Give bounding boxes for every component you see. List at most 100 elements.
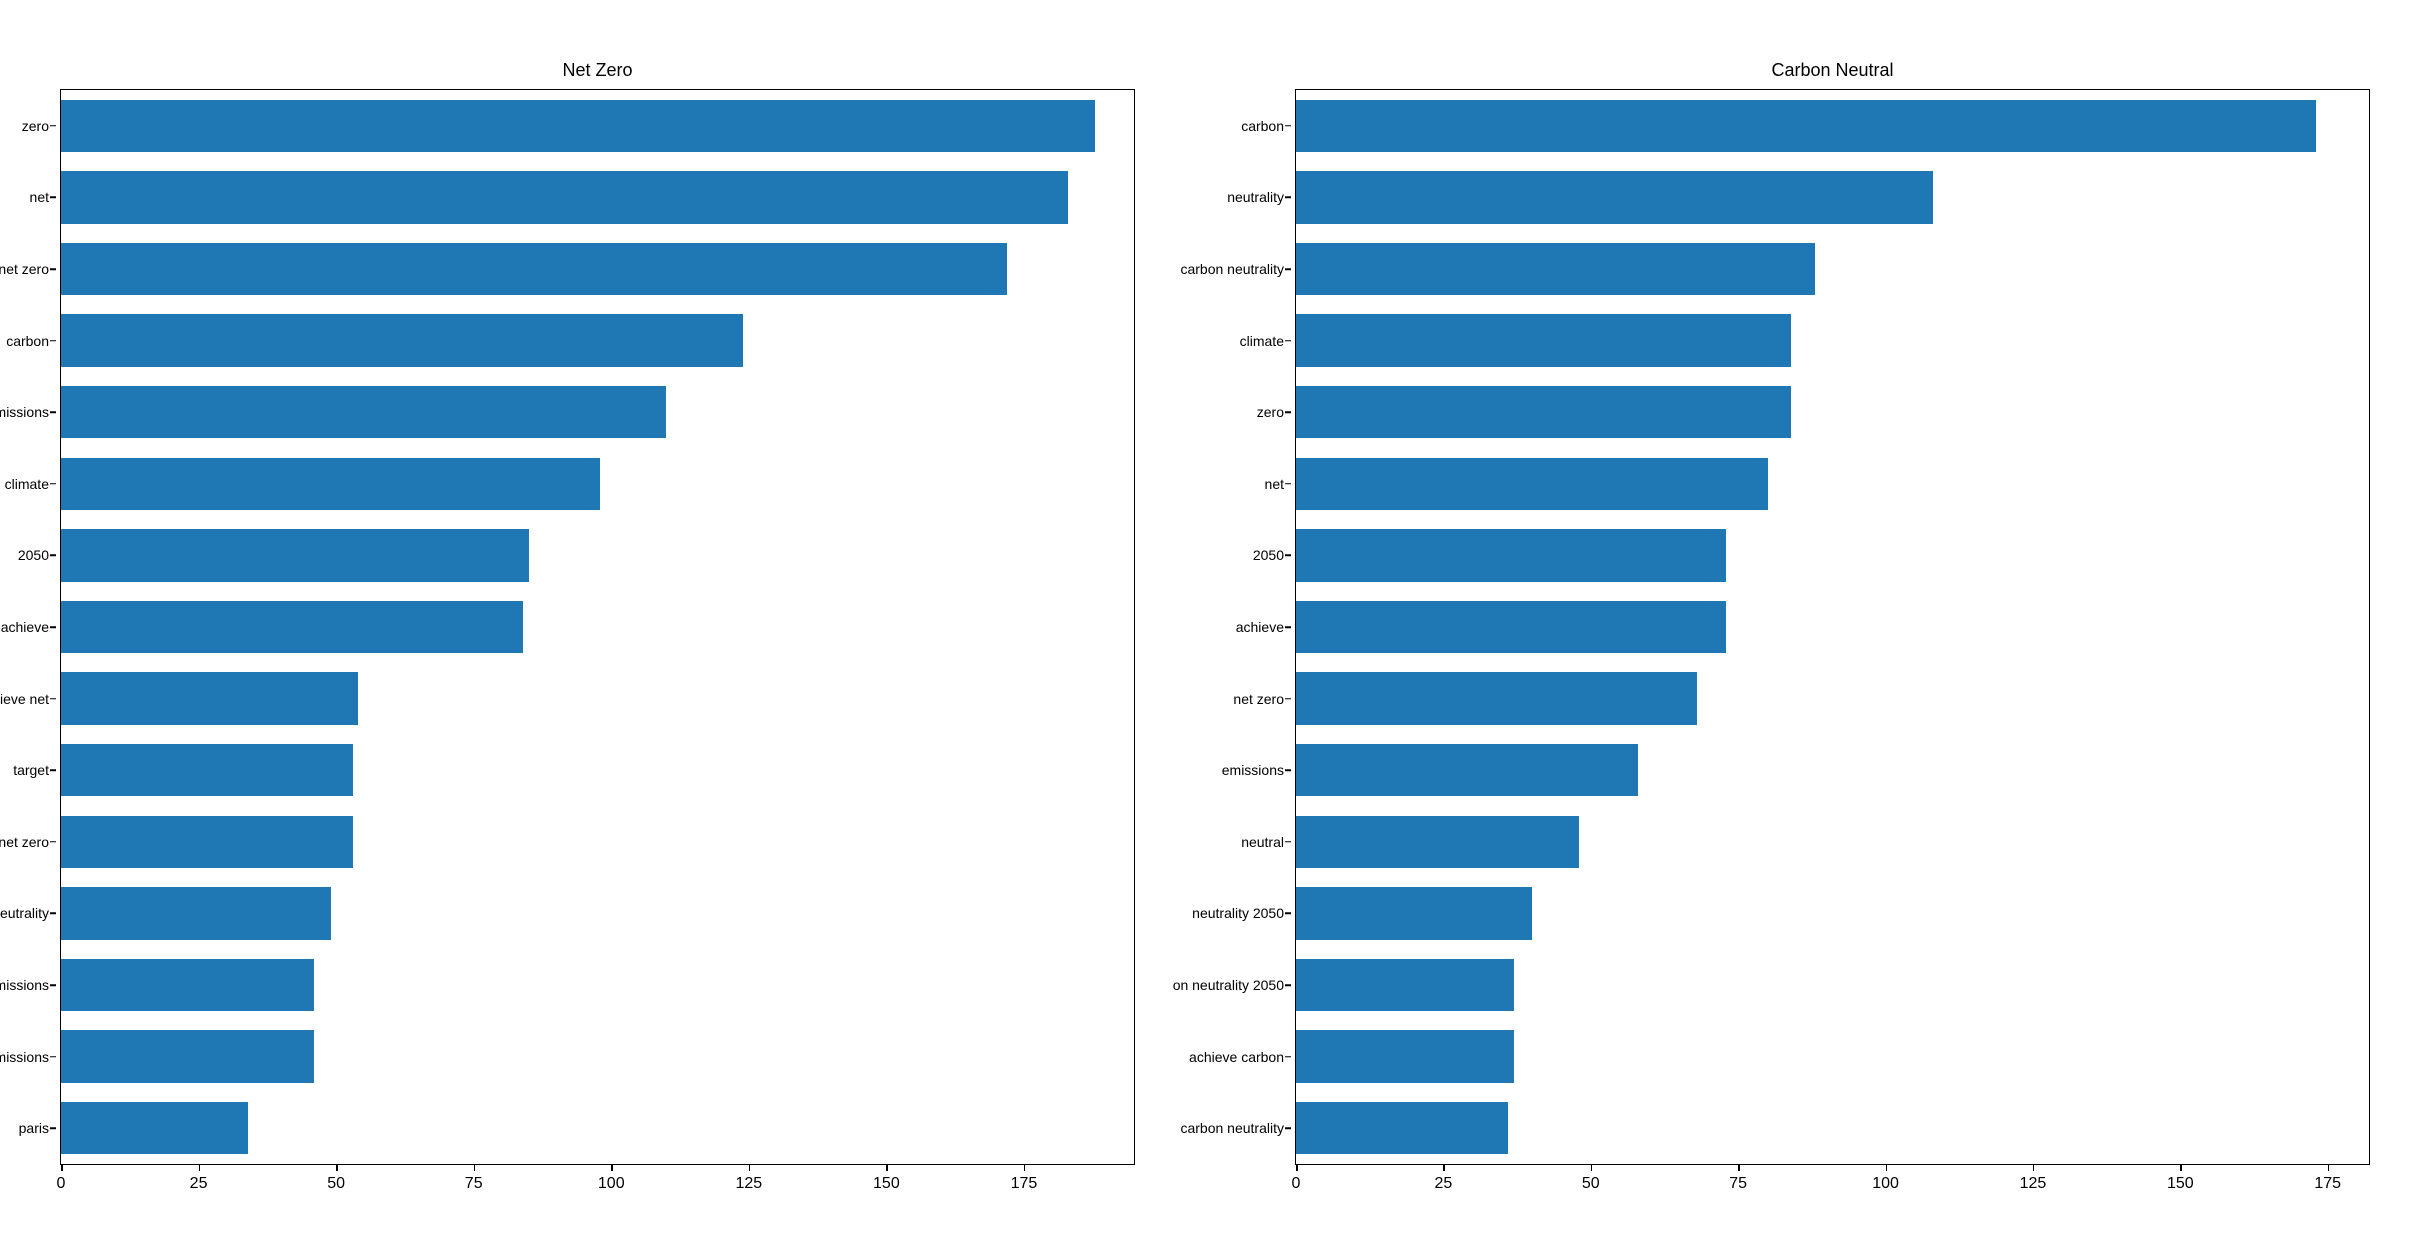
bar [61, 672, 358, 724]
bar [1296, 959, 1514, 1011]
chart-panel-left: Net Zero zeronetnet zerocarbonemissionsc… [60, 60, 1135, 1165]
y-label: emissions [0, 404, 49, 420]
bar [1296, 529, 1726, 581]
x-tick [1296, 1165, 1298, 1171]
x-tick [1024, 1165, 1026, 1171]
y-tick [50, 483, 56, 485]
chart-title-left: Net Zero [60, 60, 1135, 81]
y-label: zero [22, 118, 49, 134]
y-label: climate [5, 476, 49, 492]
x-label: 175 [2314, 1175, 2341, 1193]
y-label: 2050 [1253, 547, 1284, 563]
chart-panel-right: Carbon Neutral carbonneutralitycarbon ne… [1295, 60, 2370, 1165]
y-tick [1285, 984, 1291, 986]
y-tick [50, 411, 56, 413]
y-tick [1285, 1127, 1291, 1129]
y-label: target [13, 762, 49, 778]
bar [61, 1102, 248, 1154]
chart-title-right: Carbon Neutral [1295, 60, 2370, 81]
y-tick [1285, 340, 1291, 342]
bar [61, 744, 353, 796]
bar [1296, 171, 1933, 223]
y-tick [1285, 555, 1291, 557]
x-label: 150 [2167, 1175, 2194, 1193]
y-label: 2050 [18, 547, 49, 563]
bar [1296, 816, 1579, 868]
y-tick [1285, 626, 1291, 628]
y-label: neutrality 2050 [1192, 905, 1284, 921]
x-label: 75 [1729, 1175, 1747, 1193]
x-label: 150 [873, 1175, 900, 1193]
x-label: 125 [735, 1175, 762, 1193]
y-tick [1285, 125, 1291, 127]
y-label: neutrality [0, 905, 49, 921]
y-tick [50, 1056, 56, 1058]
y-tick [50, 698, 56, 700]
bar [61, 601, 523, 653]
bar [61, 100, 1095, 152]
bar [1296, 100, 2316, 152]
y-tick [1285, 841, 1291, 843]
bar [1296, 1102, 1508, 1154]
bar [61, 887, 331, 939]
y-tick [50, 769, 56, 771]
y-label: carbon neutrality [1180, 1120, 1284, 1136]
bar [1296, 1030, 1514, 1082]
x-label: 0 [57, 1175, 66, 1193]
plot-area-left: zeronetnet zerocarbonemissionsclimate205… [60, 89, 1135, 1165]
y-label: climate [1240, 333, 1284, 349]
bar [1296, 314, 1791, 366]
y-label: achieve [1, 619, 49, 635]
y-label: emissions [1222, 762, 1284, 778]
x-tick [1591, 1165, 1593, 1171]
y-tick [1285, 698, 1291, 700]
x-tick [61, 1165, 63, 1171]
bar [1296, 672, 1697, 724]
y-label: net zero emissions [0, 977, 49, 993]
x-tick [1738, 1165, 1740, 1171]
y-tick [50, 268, 56, 270]
y-tick [1285, 913, 1291, 915]
y-label: net [30, 189, 49, 205]
bar [61, 458, 600, 510]
x-tick [474, 1165, 476, 1171]
x-label: 50 [1582, 1175, 1600, 1193]
y-tick [50, 984, 56, 986]
bar [1296, 887, 1532, 939]
y-label: achieve net [0, 691, 49, 707]
bar [61, 816, 353, 868]
x-tick [1886, 1165, 1888, 1171]
y-tick [1285, 268, 1291, 270]
x-tick [336, 1165, 338, 1171]
bar [61, 243, 1007, 295]
y-label: neutrality [1227, 189, 1284, 205]
y-label: achieve net zero [0, 834, 49, 850]
y-label: achieve carbon [1189, 1049, 1284, 1065]
bar [61, 386, 666, 438]
y-tick [50, 340, 56, 342]
x-label: 125 [2020, 1175, 2047, 1193]
x-label: 100 [598, 1175, 625, 1193]
x-label: 25 [190, 1175, 208, 1193]
y-tick [50, 626, 56, 628]
x-tick [2180, 1165, 2182, 1171]
x-label: 100 [1872, 1175, 1899, 1193]
y-tick [50, 197, 56, 199]
bar [1296, 243, 1815, 295]
y-tick [1285, 197, 1291, 199]
x-label: 0 [1292, 1175, 1301, 1193]
y-tick [50, 913, 56, 915]
y-tick [1285, 1056, 1291, 1058]
y-label: net zero [1233, 691, 1284, 707]
bar [1296, 744, 1638, 796]
bars-right [1296, 90, 2369, 1164]
y-label: neutral [1241, 834, 1284, 850]
y-label: paris [19, 1120, 49, 1136]
y-tick [50, 841, 56, 843]
x-label: 75 [465, 1175, 483, 1193]
y-label: achieve [1236, 619, 1284, 635]
y-tick [50, 125, 56, 127]
y-tick [50, 1127, 56, 1129]
y-tick [1285, 769, 1291, 771]
x-tick [2033, 1165, 2035, 1171]
